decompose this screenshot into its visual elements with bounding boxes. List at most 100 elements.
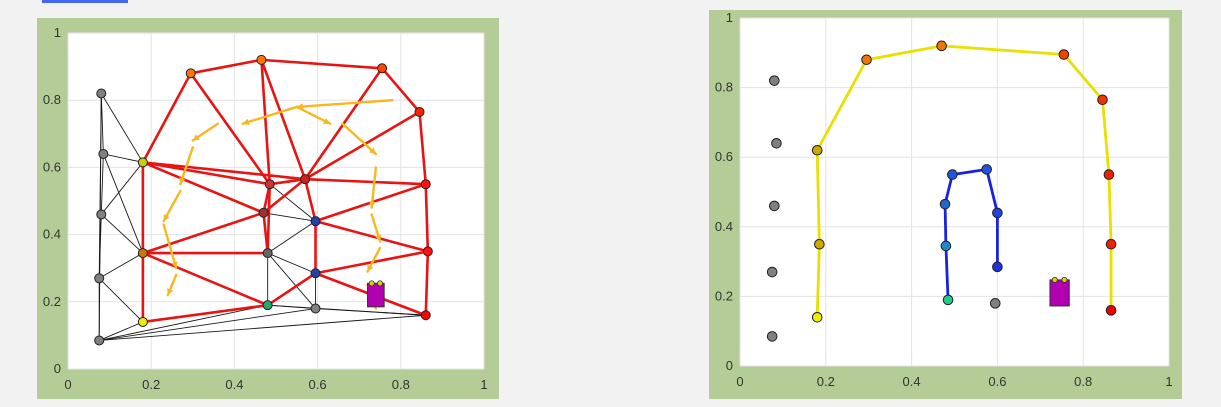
chart-left: 0 0.2 0.4 0.6 0.8 1 0 0.2 0.4 0.6 0.8 1 [37,18,499,399]
node-point [185,68,196,79]
mesh-edge [98,277,144,323]
mesh-edge [269,183,316,222]
node-point [814,238,825,250]
node-point [766,331,778,342]
active-edge [141,161,307,181]
active-edge [424,182,430,253]
active-edge [268,177,307,186]
node-point [262,300,273,311]
active-edge [189,58,263,75]
x-tick-label: 0.2 [817,374,835,389]
y-tick-label: 0.2 [43,294,61,309]
flow-arrowhead [179,177,186,185]
active-edge [141,251,269,307]
y-tick-label: 0.6 [715,149,733,164]
node-point [98,148,109,159]
node-point [264,179,275,190]
figure-top-accent [42,0,128,3]
flow-arrow [179,146,195,186]
active-edge [314,219,430,253]
mesh-edge [267,220,316,254]
active-edge [262,177,307,215]
x-tick-label: 0.6 [988,374,1006,389]
node-point [861,54,872,66]
flow-arrow [295,98,394,109]
node-point [310,216,321,227]
active-edge [189,72,272,186]
node-point [1097,94,1108,106]
active-edge [303,177,428,186]
x-tick-label: 1 [1165,374,1172,389]
flow-arrowhead [242,118,250,126]
node-point [300,174,311,185]
y-tick-label: 0 [54,361,61,376]
mesh-edge [100,214,144,254]
mesh-edge [263,212,316,222]
node-point [992,207,1003,219]
flow-arrow [341,122,378,156]
mesh-edge [99,321,144,341]
node-point [769,200,780,212]
plot-area [740,18,1169,366]
node-point [256,54,267,65]
node-point [422,246,433,257]
node-point [258,207,269,218]
chart-right: 0 0.2 0.4 0.6 0.8 1 0 0.2 0.4 0.6 0.8 1 [709,10,1182,399]
mesh-edge [99,304,268,341]
node-point [94,335,105,346]
x-tick-label: 0.4 [225,377,243,392]
node-point [981,164,992,175]
mesh-edge [100,153,104,215]
active-edge [303,177,317,223]
flow-arrowhead [369,147,376,154]
x-tick-label: 0 [736,374,743,389]
x-tick-label: 0.8 [1074,374,1092,389]
node-point [936,40,947,52]
flow-arrowhead [171,261,178,269]
flow-arrowhead [368,201,376,208]
node-point [1058,49,1070,60]
active-edge [260,58,272,186]
mesh-edge [99,308,316,341]
flow-arrowhead [163,214,170,222]
y-tick-label: 0.8 [43,92,61,107]
node-point [1105,305,1117,316]
target-box [1049,279,1070,307]
y-tick-label: 0.4 [715,219,733,234]
y-tick-label: 1 [726,10,733,25]
node-point [992,261,1003,273]
active-edge [141,211,265,255]
x-tick-label: 0.4 [903,374,921,389]
x-tick-label: 1 [480,377,487,392]
y-tick-label: 0.8 [715,80,733,95]
node-point [947,169,958,180]
active-edge [260,58,384,70]
mesh-edge [100,93,144,163]
active-edge [141,72,193,164]
flow-arrowhead [192,134,200,141]
y-tick-label: 1 [54,25,61,40]
active-edge [303,110,421,181]
active-edge [266,182,272,255]
flow-arrowhead [374,234,382,242]
flow-arrow [241,105,298,125]
flow-arrowhead [167,288,174,296]
node-point [942,294,954,306]
node-point [766,266,778,278]
x-tick-label: 0.6 [309,377,327,392]
mesh-edge [267,304,426,316]
node-point [1105,238,1117,250]
node-point [771,137,782,149]
node-point [96,209,107,220]
target-marker [368,280,375,287]
y-tick-label: 0.6 [43,159,61,174]
active-edge [424,250,430,317]
node-point [137,157,148,168]
x-tick-label: 0.8 [392,377,410,392]
target-box [367,282,385,308]
mesh-edge [98,252,144,279]
node-point [420,310,431,321]
node-point [811,144,823,156]
y-tick-label: 0 [726,358,733,373]
